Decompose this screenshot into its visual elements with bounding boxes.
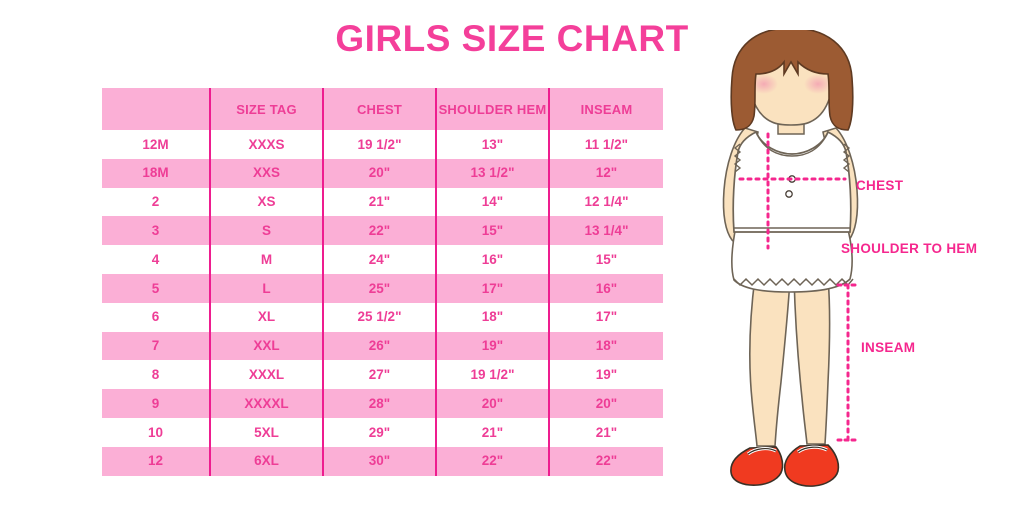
inseam-label: INSEAM bbox=[861, 340, 916, 355]
size-chart-table: SIZE TAG CHEST SHOULDER HEM INSEAM 12M XX… bbox=[102, 88, 663, 476]
table-row: 4 M 24" 16" 15" bbox=[102, 245, 663, 274]
cell-size-tag: S bbox=[209, 216, 323, 246]
cell-age: 8 bbox=[102, 360, 210, 390]
cell-size-tag: XS bbox=[209, 187, 323, 217]
cell-size-tag: 5XL bbox=[209, 417, 323, 447]
button-icon bbox=[785, 190, 793, 198]
column-header-shoulder-hem: SHOULDER HEM bbox=[435, 88, 549, 130]
cell-chest: 28" bbox=[322, 389, 436, 418]
blush-left bbox=[750, 74, 778, 94]
cell-age: 12 bbox=[102, 446, 210, 476]
cell-shoulder-hem: 14" bbox=[435, 187, 549, 217]
cell-shoulder-hem: 19" bbox=[435, 331, 549, 361]
cell-inseam: 16" bbox=[548, 273, 663, 303]
cell-age: 2 bbox=[102, 187, 210, 217]
chest-label: CHEST bbox=[856, 178, 904, 193]
table-row: 12 6XL 30" 22" 22" bbox=[102, 446, 663, 476]
cell-inseam: 12 1/4" bbox=[548, 187, 663, 217]
cell-size-tag: XL bbox=[209, 302, 323, 332]
cell-inseam: 18" bbox=[548, 331, 663, 361]
cell-age: 4 bbox=[102, 245, 210, 274]
table-row: 5 L 25" 17" 16" bbox=[102, 273, 663, 303]
cell-inseam: 17" bbox=[548, 302, 663, 332]
bloomers bbox=[731, 225, 854, 293]
cell-age: 9 bbox=[102, 389, 210, 418]
cell-chest: 29" bbox=[322, 417, 436, 447]
cell-size-tag: XXS bbox=[209, 158, 323, 188]
cell-size-tag: XXXS bbox=[209, 130, 323, 159]
blush-right bbox=[804, 74, 832, 94]
cell-chest: 22" bbox=[322, 216, 436, 246]
table-row: 10 5XL 29" 21" 21" bbox=[102, 417, 663, 447]
table-header-row: SIZE TAG CHEST SHOULDER HEM INSEAM bbox=[102, 88, 663, 130]
hair bbox=[730, 30, 854, 131]
cell-shoulder-hem: 19 1/2" bbox=[435, 360, 549, 390]
cell-size-tag: XXXL bbox=[209, 360, 323, 390]
cell-inseam: 13 1/4" bbox=[548, 216, 663, 246]
cell-shoulder-hem: 13 1/2" bbox=[435, 158, 549, 188]
cell-chest: 21" bbox=[322, 187, 436, 217]
cell-shoulder-hem: 22" bbox=[435, 446, 549, 476]
cell-chest: 24" bbox=[322, 245, 436, 274]
cell-inseam: 15" bbox=[548, 245, 663, 274]
shoulder-to-hem-label: SHOULDER TO HEM bbox=[841, 241, 978, 256]
cell-size-tag: 6XL bbox=[209, 446, 323, 476]
table-row: 18M XXS 20" 13 1/2" 12" bbox=[102, 158, 663, 188]
cell-chest: 25 1/2" bbox=[322, 302, 436, 332]
shoes bbox=[730, 444, 840, 487]
column-header-chest: CHEST bbox=[322, 88, 436, 130]
column-header-size-tag: SIZE TAG bbox=[209, 88, 323, 130]
cell-age: 18M bbox=[102, 158, 210, 188]
cell-age: 5 bbox=[102, 273, 210, 303]
cell-chest: 25" bbox=[322, 273, 436, 303]
table-row: 2 XS 21" 14" 12 1/4" bbox=[102, 187, 663, 217]
table-row: 12M XXXS 19 1/2" 13" 11 1/2" bbox=[102, 130, 663, 159]
cell-size-tag: XXXXL bbox=[209, 389, 323, 418]
cell-chest: 20" bbox=[322, 158, 436, 188]
cell-inseam: 20" bbox=[548, 389, 663, 418]
cell-chest: 19 1/2" bbox=[322, 130, 436, 159]
table-row: 6 XL 25 1/2" 18" 17" bbox=[102, 302, 663, 332]
cell-inseam: 22" bbox=[548, 446, 663, 476]
table-row: 9 XXXXL 28" 20" 20" bbox=[102, 389, 663, 418]
cell-chest: 27" bbox=[322, 360, 436, 390]
cell-inseam: 21" bbox=[548, 417, 663, 447]
cell-age: 10 bbox=[102, 417, 210, 447]
table-row: 7 XXL 26" 19" 18" bbox=[102, 331, 663, 361]
legs bbox=[749, 276, 831, 447]
cell-chest: 30" bbox=[322, 446, 436, 476]
cell-inseam: 11 1/2" bbox=[548, 130, 663, 159]
cell-shoulder-hem: 18" bbox=[435, 302, 549, 332]
cell-inseam: 12" bbox=[548, 158, 663, 188]
cell-shoulder-hem: 21" bbox=[435, 417, 549, 447]
cell-shoulder-hem: 16" bbox=[435, 245, 549, 274]
cell-size-tag: M bbox=[209, 245, 323, 274]
cell-age: 3 bbox=[102, 216, 210, 246]
cell-age: 6 bbox=[102, 302, 210, 332]
shirt bbox=[732, 130, 852, 233]
table-row: 3 S 22" 15" 13 1/4" bbox=[102, 216, 663, 246]
page-title: GIRLS SIZE CHART bbox=[335, 18, 689, 59]
cell-shoulder-hem: 17" bbox=[435, 273, 549, 303]
cell-shoulder-hem: 15" bbox=[435, 216, 549, 246]
cell-inseam: 19" bbox=[548, 360, 663, 390]
cell-age: 12M bbox=[102, 130, 210, 159]
table-row: 8 XXXL 27" 19 1/2" 19" bbox=[102, 360, 663, 390]
girl-figure-illustration bbox=[690, 30, 1024, 512]
cell-chest: 26" bbox=[322, 331, 436, 361]
column-header-inseam: INSEAM bbox=[548, 88, 663, 130]
cell-size-tag: L bbox=[209, 273, 323, 303]
cell-shoulder-hem: 20" bbox=[435, 389, 549, 418]
column-header-age bbox=[102, 88, 210, 130]
cell-shoulder-hem: 13" bbox=[435, 130, 549, 159]
cell-size-tag: XXL bbox=[209, 331, 323, 361]
cell-age: 7 bbox=[102, 331, 210, 361]
